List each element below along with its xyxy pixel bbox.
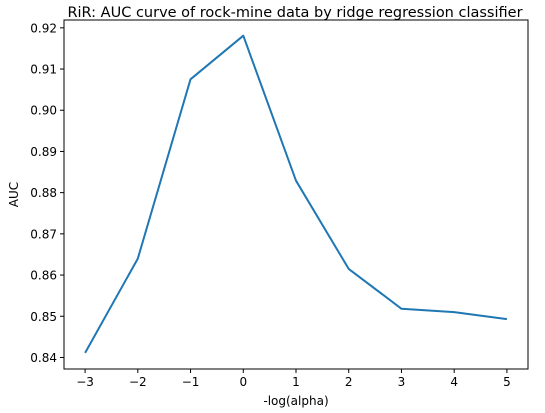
x-tick-label: 3: [398, 375, 406, 389]
x-tick-label: −2: [129, 375, 147, 389]
plot-frame: [63, 19, 529, 370]
x-tick-label: 4: [450, 375, 458, 389]
y-tick-label: 0.86: [30, 269, 57, 283]
y-axis-label: AUC: [7, 182, 21, 207]
x-tick-label: −3: [76, 375, 94, 389]
series-layer: [84, 34, 508, 354]
y-tick-label: 0.87: [30, 227, 57, 241]
x-tick-label: 5: [503, 375, 511, 389]
x-tick-label: 0: [239, 375, 247, 389]
x-tick-label: 2: [345, 375, 353, 389]
series-line: [84, 34, 508, 354]
y-axis: 0.84 0.85 0.86 0.87 0.88 0.89 0.90 0.91 0.92: [30, 21, 64, 365]
y-tick-label: 0.90: [30, 104, 57, 118]
chart-title: RiR: AUC curve of rock-mine data by ridg…: [67, 5, 522, 21]
y-tick-label: 0.84: [30, 351, 57, 365]
y-tick-label: 0.88: [30, 186, 57, 200]
y-tick-label: 0.85: [30, 310, 57, 324]
y-tick-label: 0.92: [30, 21, 57, 35]
y-tick-label: 0.89: [30, 145, 57, 159]
x-tick-label: 1: [292, 375, 300, 389]
x-axis-label: -log(alpha): [263, 394, 328, 408]
x-tick-label: −1: [182, 375, 200, 389]
x-axis: −3 −2 −1 0 1 2 3 4 5: [76, 369, 511, 389]
y-tick-label: 0.91: [30, 63, 57, 77]
